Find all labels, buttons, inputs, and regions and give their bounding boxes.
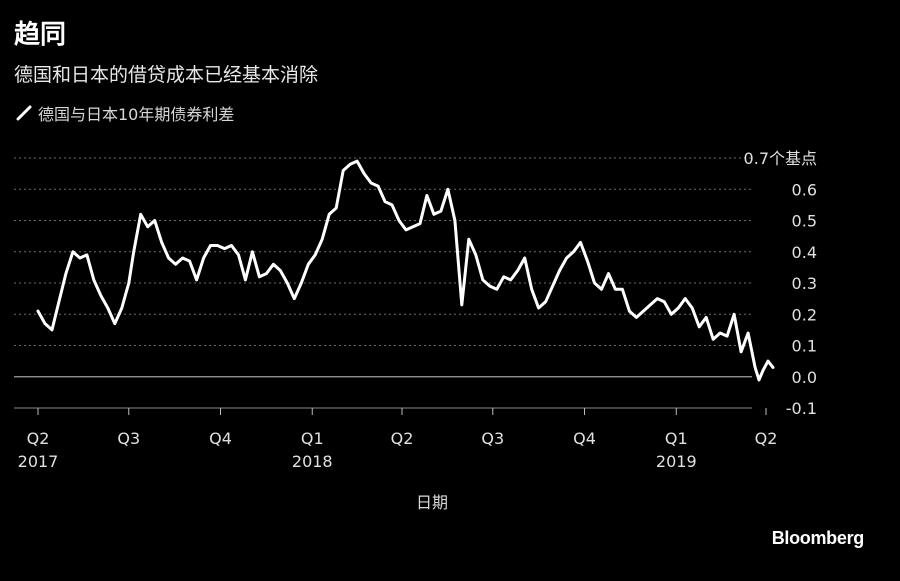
x-tick-label: Q3 (481, 429, 504, 448)
x-tick-label: Q1 (665, 429, 688, 448)
y-tick-label: 0.5 (792, 212, 817, 231)
x-tick-label: Q2 (27, 429, 50, 448)
y-tick-label: 0.6 (792, 180, 817, 199)
y-tick-label: 0.3 (792, 274, 817, 293)
y-tick-label: 0.2 (792, 305, 817, 324)
series-layer (36, 159, 775, 382)
x-tick-label: Q3 (117, 429, 140, 448)
series-line (36, 159, 775, 382)
x-axis: Q2 2017 Q3 Q4 Q1 2018 Q2 Q3 Q4 Q1 2019 Q2 (18, 408, 778, 471)
bloomberg-logo: Bloomberg (771, 528, 865, 548)
x-tick-label: Q4 (209, 429, 232, 448)
chart-legend: 德国与日本10年期债券利差 (16, 101, 234, 125)
legend-label: 德国与日本10年期债券利差 (38, 105, 235, 124)
x-tick-label: Q2 (755, 429, 778, 448)
x-tick-label: Q2 (391, 429, 414, 448)
y-tick-label: 0.1 (792, 337, 817, 356)
y-axis: 0.7个基点 0.6 0.5 0.4 0.3 0.2 0.1 0.0 -0.1 (744, 149, 817, 418)
x-tick-label: Q1 (301, 429, 324, 448)
chart-subtitle: 德国和日本的借贷成本已经基本消除 (14, 64, 319, 86)
legend-line-icon (16, 105, 32, 121)
chart-title: 趋同 (14, 20, 67, 50)
x-tick-label: Q4 (573, 429, 596, 448)
x-year-label: 2017 (18, 452, 59, 471)
y-tick-label: 0.0 (792, 368, 817, 387)
y-tick-label: 0.7个基点 (744, 149, 817, 168)
y-tick-label: 0.4 (792, 243, 817, 262)
x-year-label: 2018 (292, 452, 333, 471)
x-year-label: 2019 (656, 452, 697, 471)
y-tick-label: -0.1 (786, 399, 817, 418)
x-axis-label: 日期 (416, 493, 448, 512)
gridlines (14, 157, 752, 409)
